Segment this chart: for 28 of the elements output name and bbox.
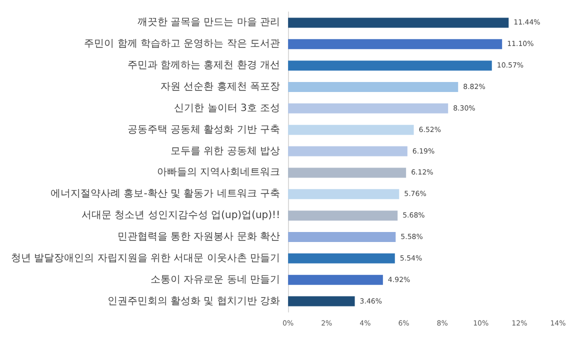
y-tick-label: 깨끗한 골목을 만드는 마을 관리: [137, 17, 280, 28]
bar: [288, 146, 408, 156]
bar: [288, 274, 383, 285]
bar: [288, 296, 355, 306]
bar: [288, 18, 509, 28]
y-tick-label: 서대문 청소년 성인지감수성 업(up)업(up)!!: [82, 210, 280, 222]
bar: [288, 124, 414, 135]
bar: [288, 60, 492, 71]
y-tick-label: 에너지절약사례 홍보-확산 및 활동가 네트워크 구축: [50, 188, 280, 200]
y-tick-label: 공동주택 공동체 활성화 기반 구축: [127, 124, 280, 136]
y-tick-label: 주민과 함께하는 홍제천 환경 개선: [127, 60, 280, 72]
bar: [288, 253, 395, 264]
y-tick-label: 민관협력을 통한 자원봉사 문화 확산: [117, 232, 280, 242]
y-tick-label: 자원 선순환 홍제천 폭포장: [160, 82, 280, 92]
bar: [288, 232, 396, 242]
bar: [288, 39, 502, 50]
y-tick-label: 청년 발달장애인의 자립지원을 위한 서대문 이웃사촌 만들기: [10, 252, 280, 264]
y-tick-label: 신기한 놀이터 3호 조성: [174, 102, 280, 114]
bar: [288, 168, 406, 178]
bar: [288, 189, 400, 200]
bar: [288, 82, 458, 92]
bar: [288, 103, 448, 114]
y-tick-label: 인권주민회의 활성화 및 협치기반 강화: [107, 296, 280, 307]
y-tick-label: 모두를 위한 공동체 밥상: [170, 146, 280, 157]
y-tick-label: 주민이 함께 학습하고 운영하는 작은 도서관: [84, 38, 280, 50]
bar: [288, 210, 398, 221]
y-tick-label: 소통이 자유로운 동네 만들기: [150, 274, 280, 286]
y-tick-label: 아빠들의 지역사회네트워크: [156, 167, 280, 178]
